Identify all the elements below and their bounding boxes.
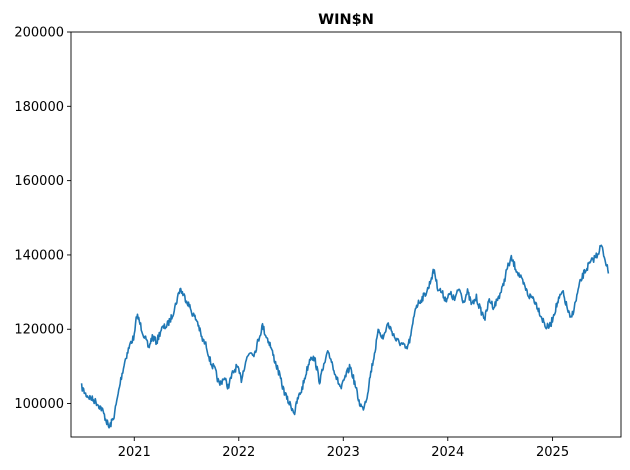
y-tick-label: 180000 (14, 100, 64, 115)
y-tick-label: 160000 (14, 174, 64, 189)
x-tick-label: 2021 (118, 445, 151, 460)
x-tick-label: 2025 (536, 445, 569, 460)
y-tick-label: 120000 (14, 323, 64, 338)
x-tick-label: 2023 (327, 445, 360, 460)
series-line (80, 244, 610, 429)
y-axis: 100000 120000 140000 160000 180000 200000 (14, 26, 71, 412)
x-tick-label: 2024 (431, 445, 464, 460)
y-tick-label: 100000 (14, 397, 64, 412)
y-tick-label: 200000 (14, 26, 64, 41)
series-layer (80, 244, 610, 429)
y-tick-label: 140000 (14, 248, 64, 263)
plot-area-frame (70, 31, 622, 438)
x-tick-label: 2022 (222, 445, 255, 460)
x-axis: 2021 2022 2023 2024 2025 (118, 437, 569, 460)
chart-title: WIN$N (318, 12, 374, 28)
